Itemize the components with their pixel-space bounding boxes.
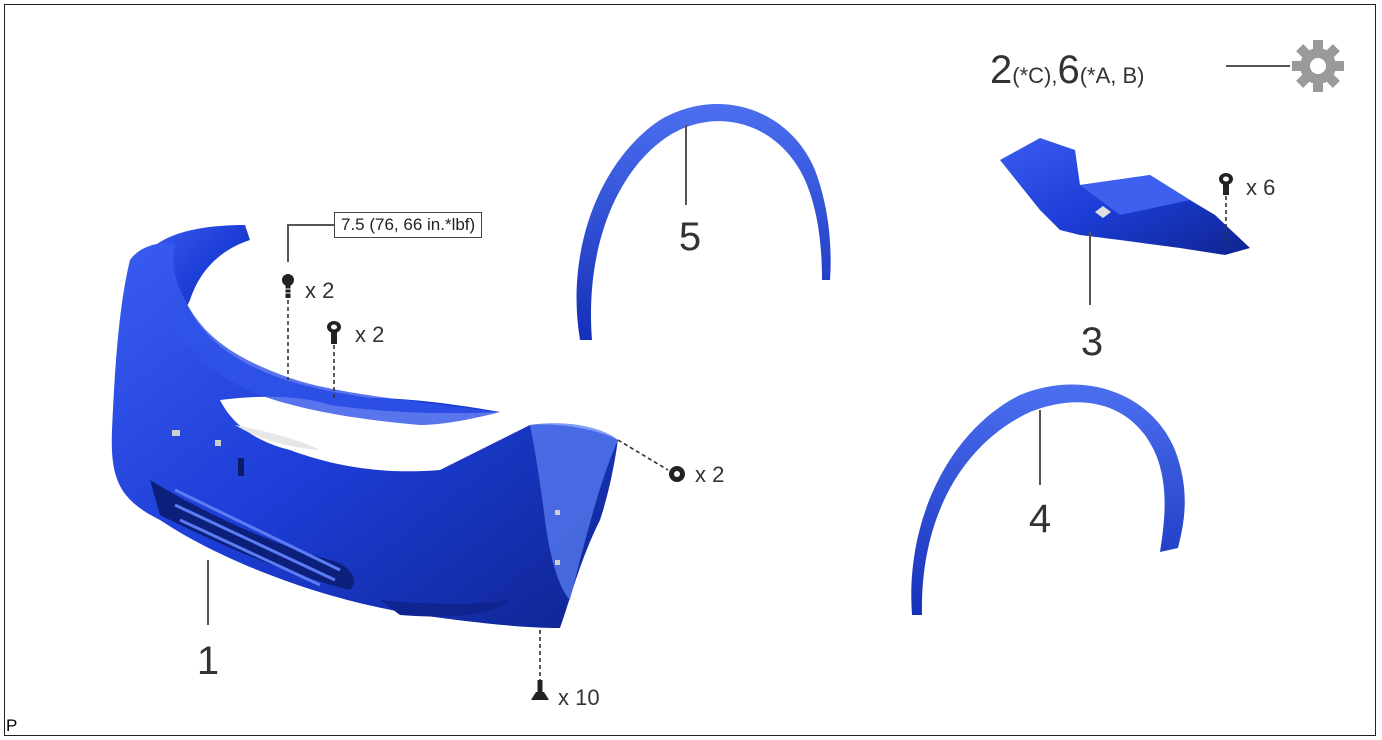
bolt-icon [282,274,294,298]
gear-icon [1292,40,1344,92]
reuse-note: 2(*C),6(*A, B) [990,48,1145,93]
callout-number-3: 3 [1081,320,1103,364]
callout-number-1: 1 [197,639,219,683]
fastener-guides [287,196,1227,685]
front-bumper-cover [111,225,618,628]
quantity-label-side-clip: x 2 [695,462,725,487]
reuse-part-note-b: (*A, B) [1079,63,1145,88]
screw-icon [531,680,549,700]
quantity-label-cover-clip: x 6 [1246,175,1276,200]
reuse-part-note-a: (*C), [1012,63,1058,88]
figure-code: P [6,716,18,735]
torque-spec-label: 7.5 (76, 66 in.*lbf) [334,212,483,238]
clip-nut-icon [669,466,685,482]
radiator-support-cover [1000,138,1250,255]
callout-number-4: 4 [1029,497,1051,541]
fender-liner-front [576,104,831,340]
quantity-label-screw: x 10 [558,685,600,710]
quantity-label-bolt: x 2 [305,278,335,303]
callout-leaders [207,65,1290,625]
clip-icon [327,321,341,344]
callout-number-5: 5 [679,215,701,259]
clip-icon-cover [1219,173,1233,195]
fender-liner-rear [911,384,1185,615]
quantity-label-clip: x 2 [355,322,385,347]
reuse-part-number-a: 2 [990,48,1013,92]
reuse-part-number-b: 6 [1057,48,1080,92]
